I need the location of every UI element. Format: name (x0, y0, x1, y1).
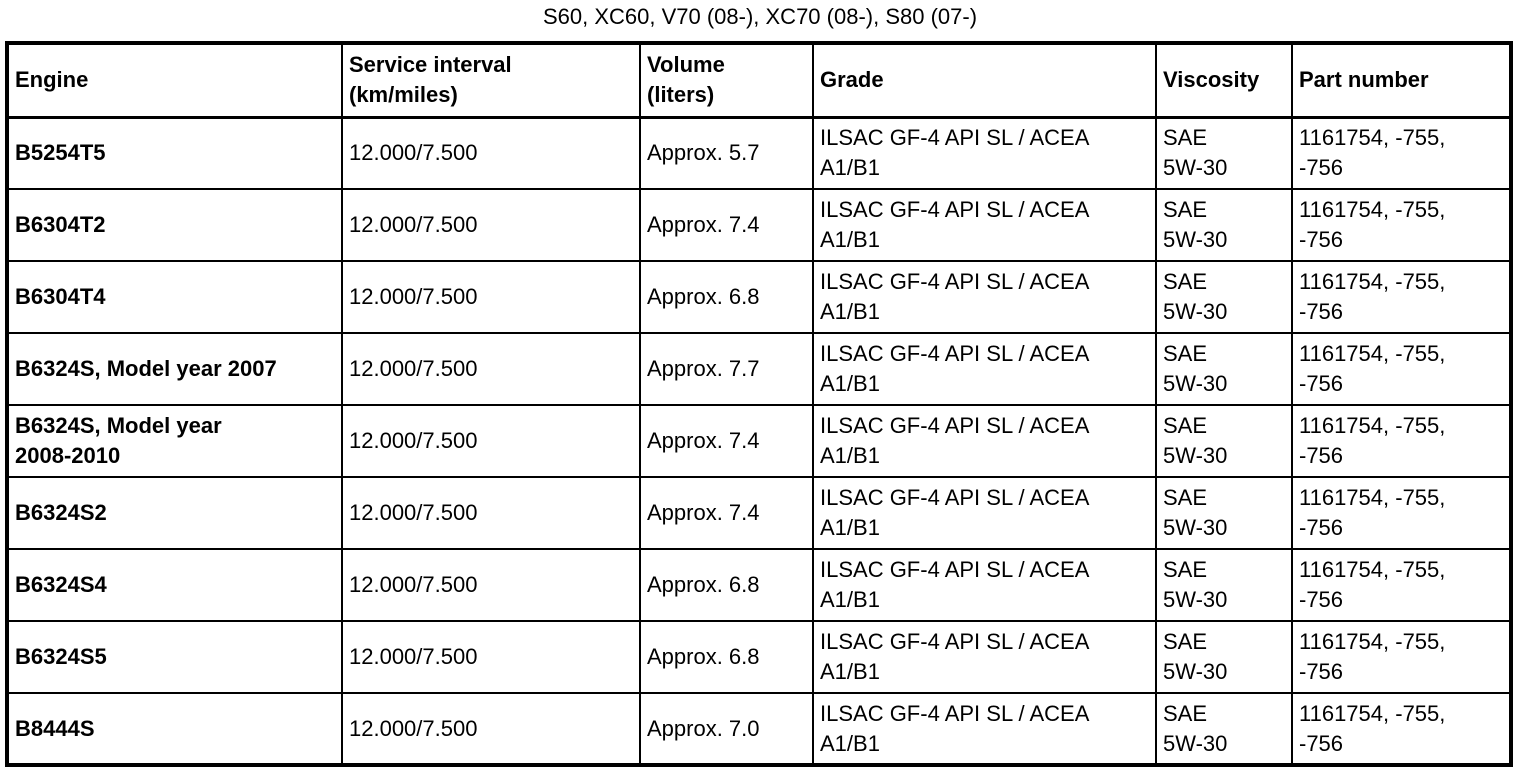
cell-volume: Approx. 7.0 (639, 692, 814, 766)
cell-grade: ILSAC GF-4 API SL / ACEA A1/B1 (812, 116, 1157, 190)
cell-service-interval: 12.000/7.500 (341, 692, 641, 766)
header-viscosity: Viscosity (1155, 42, 1293, 119)
cell-volume: Approx. 5.7 (639, 116, 814, 190)
cell-grade: ILSAC GF-4 API SL / ACEA A1/B1 (812, 620, 1157, 694)
page-title: S60, XC60, V70 (08-), XC70 (08-), S80 (0… (542, 4, 978, 29)
cell-engine: B6324S, Model year 2007 (6, 332, 343, 406)
cell-viscosity: SAE 5W-30 (1155, 476, 1293, 550)
cell-part-number: 1161754, -755, -756 (1291, 404, 1512, 478)
cell-viscosity: SAE 5W-30 (1155, 260, 1293, 334)
cell-service-interval: 12.000/7.500 (341, 188, 641, 262)
cell-viscosity: SAE 5W-30 (1155, 692, 1293, 766)
cell-part-number: 1161754, -755, -756 (1291, 116, 1512, 190)
table-header-row: Engine Service interval (km/miles) Volum… (6, 42, 1512, 119)
cell-volume: Approx. 6.8 (639, 548, 814, 622)
cell-grade: ILSAC GF-4 API SL / ACEA A1/B1 (812, 548, 1157, 622)
cell-grade: ILSAC GF-4 API SL / ACEA A1/B1 (812, 260, 1157, 334)
cell-engine: B6304T4 (6, 260, 343, 334)
cell-volume: Approx. 7.4 (639, 476, 814, 550)
header-part-number: Part number (1291, 42, 1512, 119)
cell-viscosity: SAE 5W-30 (1155, 116, 1293, 190)
header-service-interval: Service interval (km/miles) (341, 42, 641, 119)
cell-viscosity: SAE 5W-30 (1155, 620, 1293, 694)
cell-engine: B6304T2 (6, 188, 343, 262)
cell-engine: B6324S4 (6, 548, 343, 622)
cell-part-number: 1161754, -755, -756 (1291, 476, 1512, 550)
cell-volume: Approx. 6.8 (639, 620, 814, 694)
table-row: B6304T2 12.000/7.500 Approx. 7.4 ILSAC G… (6, 188, 1512, 262)
cell-engine: B5254T5 (6, 116, 343, 190)
header-grade: Grade (812, 42, 1157, 119)
cell-grade: ILSAC GF-4 API SL / ACEA A1/B1 (812, 692, 1157, 766)
cell-viscosity: SAE 5W-30 (1155, 404, 1293, 478)
table-row: B6324S5 12.000/7.500 Approx. 6.8 ILSAC G… (6, 620, 1512, 694)
cell-service-interval: 12.000/7.500 (341, 116, 641, 190)
cell-service-interval: 12.000/7.500 (341, 260, 641, 334)
header-volume: Volume (liters) (639, 42, 814, 119)
table-row: B5254T5 12.000/7.500 Approx. 5.7 ILSAC G… (6, 116, 1512, 190)
table-row: B6324S4 12.000/7.500 Approx. 6.8 ILSAC G… (6, 548, 1512, 622)
cell-volume: Approx. 7.4 (639, 404, 814, 478)
cell-engine: B8444S (6, 692, 343, 766)
cell-engine: B6324S2 (6, 476, 343, 550)
cell-volume: Approx. 6.8 (639, 260, 814, 334)
cell-grade: ILSAC GF-4 API SL / ACEA A1/B1 (812, 332, 1157, 406)
cell-volume: Approx. 7.4 (639, 188, 814, 262)
cell-part-number: 1161754, -755, -756 (1291, 188, 1512, 262)
cell-service-interval: 12.000/7.500 (341, 548, 641, 622)
cell-service-interval: 12.000/7.500 (341, 404, 641, 478)
cell-part-number: 1161754, -755, -756 (1291, 692, 1512, 766)
table-row: B6324S2 12.000/7.500 Approx. 7.4 ILSAC G… (6, 476, 1512, 550)
header-engine: Engine (6, 42, 343, 119)
cell-part-number: 1161754, -755, -756 (1291, 260, 1512, 334)
cell-volume: Approx. 7.7 (639, 332, 814, 406)
table-row: B6304T4 12.000/7.500 Approx. 6.8 ILSAC G… (6, 260, 1512, 334)
cell-service-interval: 12.000/7.500 (341, 332, 641, 406)
table-row: B8444S 12.000/7.500 Approx. 7.0 ILSAC GF… (6, 692, 1512, 766)
cell-service-interval: 12.000/7.500 (341, 476, 641, 550)
table-row: B6324S, Model year 2007 12.000/7.500 App… (6, 332, 1512, 406)
cell-grade: ILSAC GF-4 API SL / ACEA A1/B1 (812, 404, 1157, 478)
cell-service-interval: 12.000/7.500 (341, 620, 641, 694)
cell-part-number: 1161754, -755, -756 (1291, 332, 1512, 406)
cell-viscosity: SAE 5W-30 (1155, 332, 1293, 406)
cell-engine: B6324S, Model year 2008-2010 (6, 404, 343, 478)
cell-engine: B6324S5 (6, 620, 343, 694)
table-row: B6324S, Model year 2008-2010 12.000/7.50… (6, 404, 1512, 478)
engine-oil-spec-table: Engine Service interval (km/miles) Volum… (5, 41, 1513, 767)
cell-viscosity: SAE 5W-30 (1155, 548, 1293, 622)
cell-viscosity: SAE 5W-30 (1155, 188, 1293, 262)
cell-part-number: 1161754, -755, -756 (1291, 620, 1512, 694)
cell-grade: ILSAC GF-4 API SL / ACEA A1/B1 (812, 188, 1157, 262)
cell-grade: ILSAC GF-4 API SL / ACEA A1/B1 (812, 476, 1157, 550)
cell-part-number: 1161754, -755, -756 (1291, 548, 1512, 622)
